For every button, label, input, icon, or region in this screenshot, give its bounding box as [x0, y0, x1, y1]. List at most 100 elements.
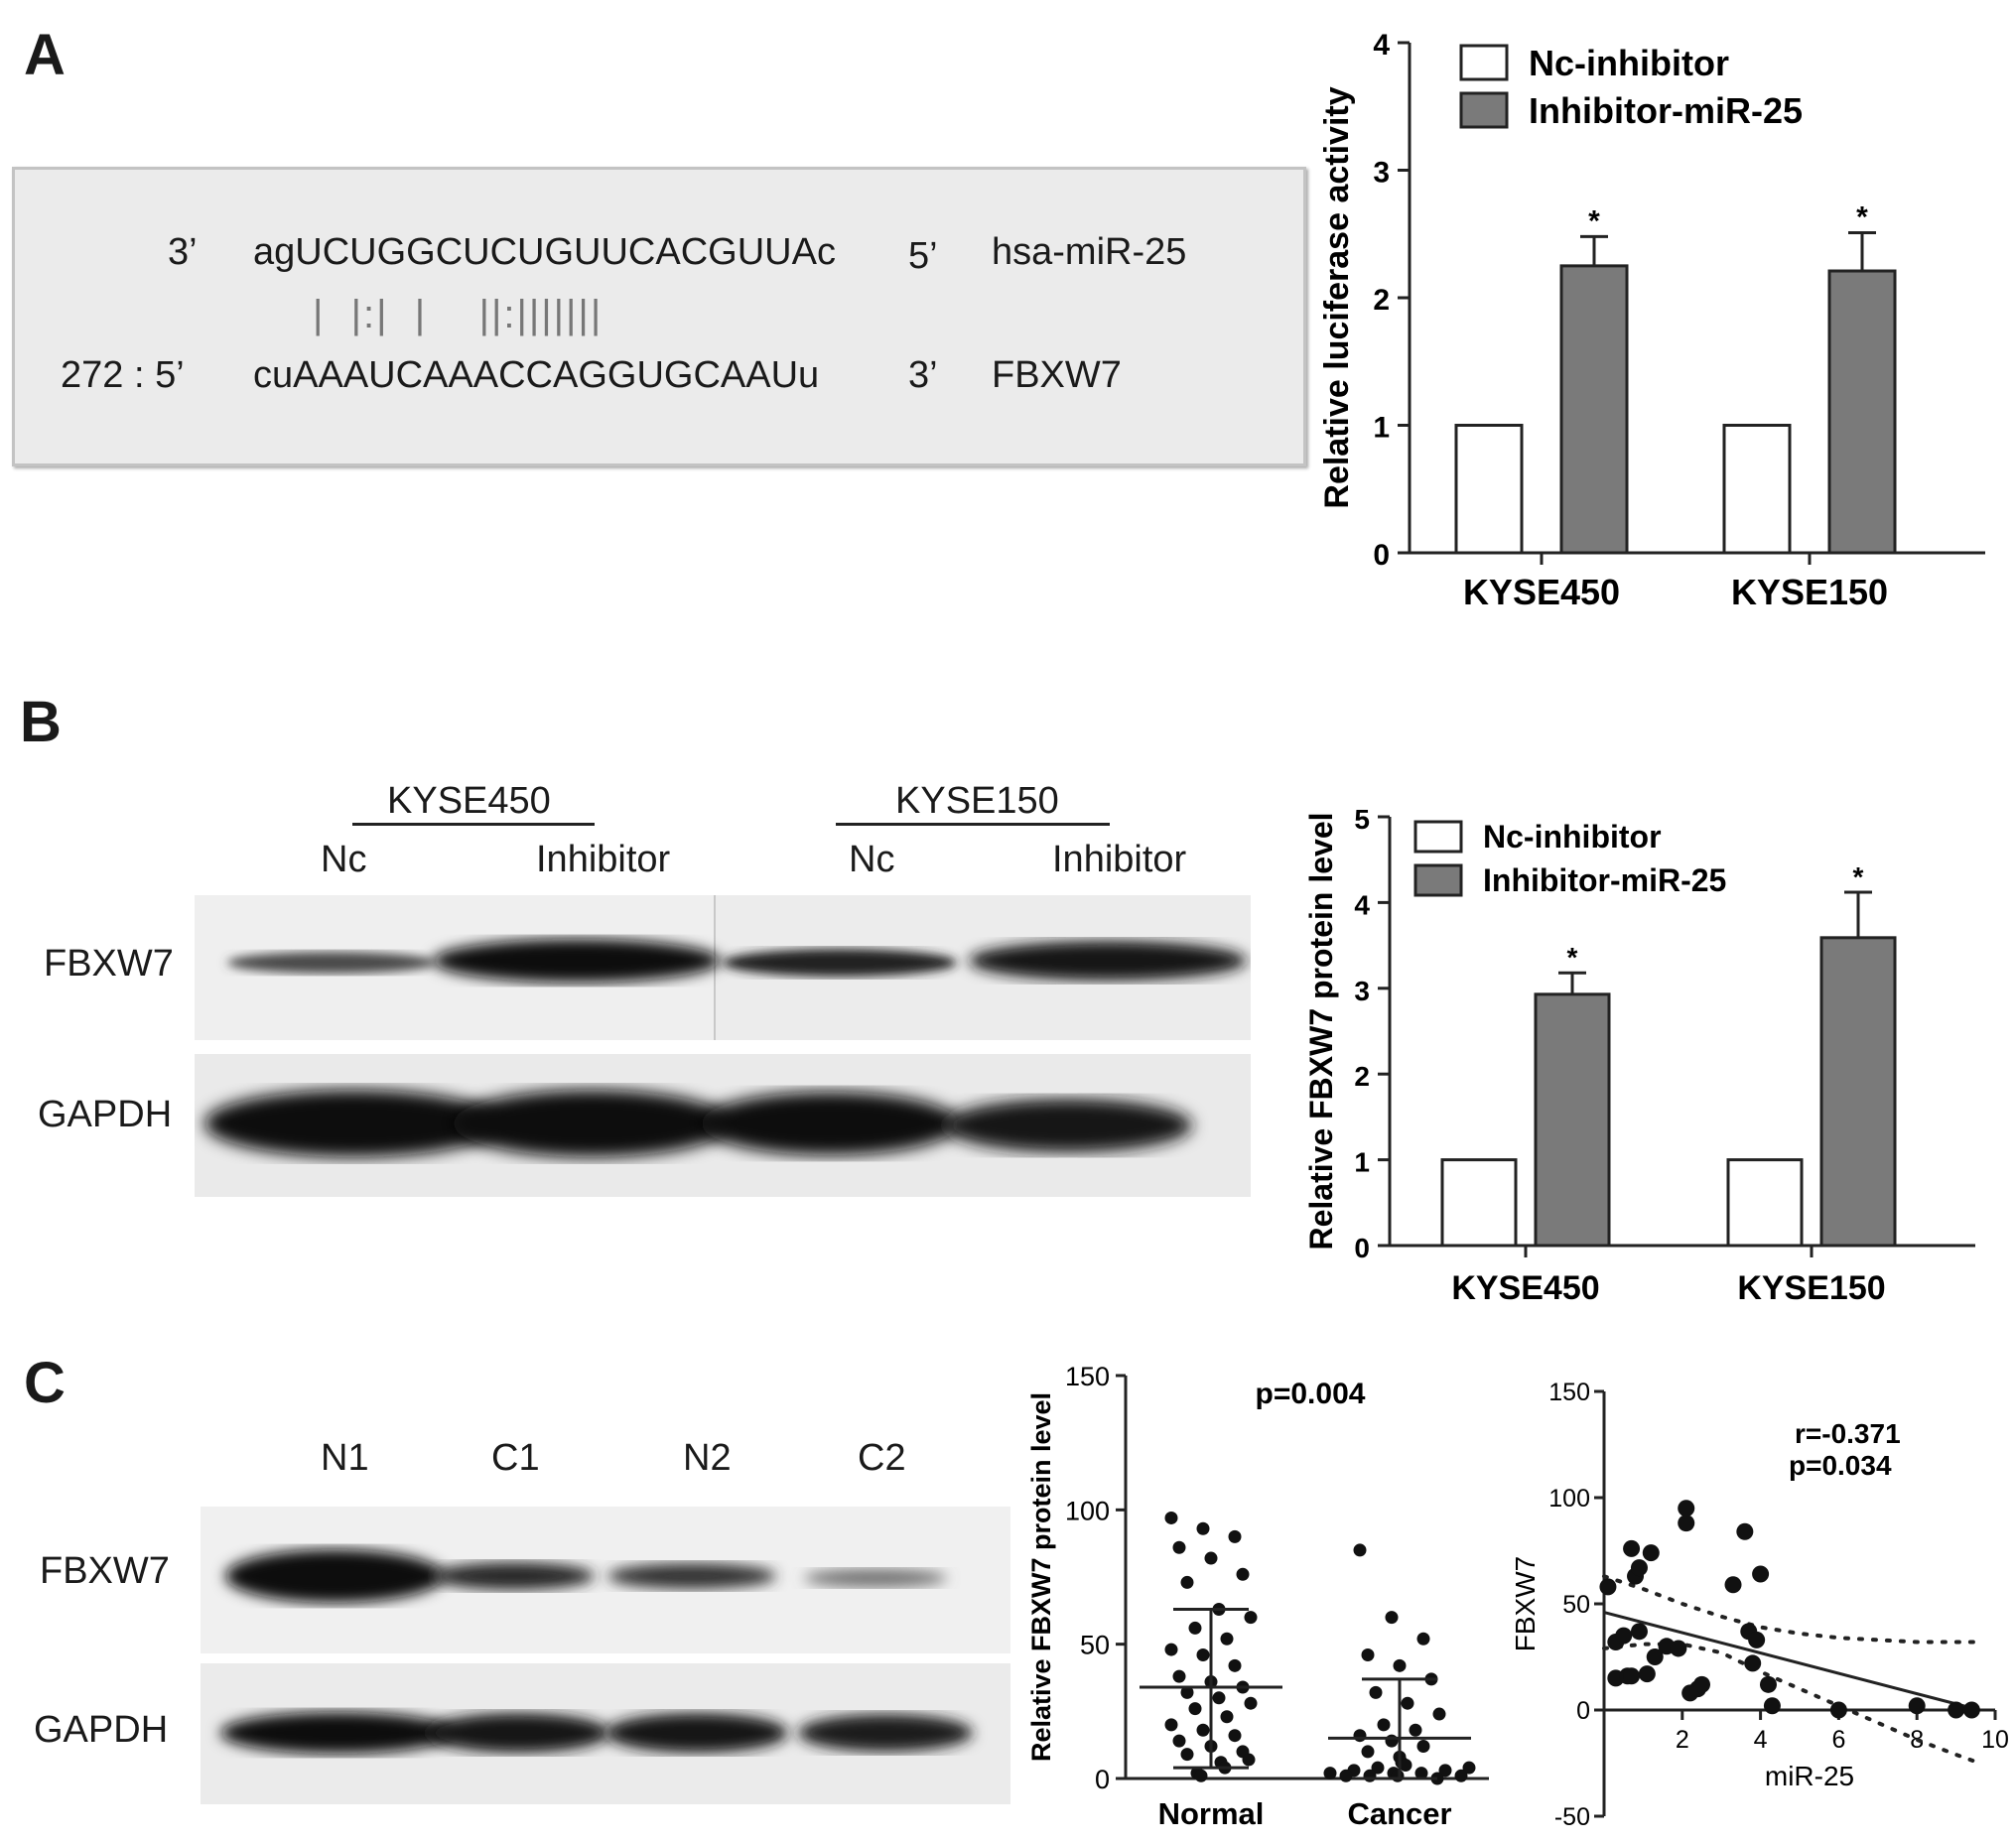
data-point-normal [1220, 1710, 1234, 1724]
data-point-cancer [1399, 1758, 1412, 1772]
y-tick-label: 50 [1562, 1591, 1590, 1619]
bar-inhibitor-mir-25 [1827, 269, 1897, 555]
x-category-label: Cancer [1347, 1796, 1451, 1831]
data-point [1752, 1565, 1770, 1583]
x-tick-label: 2 [1676, 1726, 1689, 1754]
mir-end-left: 3’ [168, 231, 198, 273]
panel-label-a: A [24, 23, 66, 87]
legend-swatch [1459, 91, 1509, 129]
blot-b-lane-2: Inhibitor [536, 839, 671, 880]
blot-b-group-kyse450: KYSE450 [387, 780, 551, 822]
significance-marker: * [1567, 942, 1578, 973]
target-sequence: cuAAAUCAAACCAGGUGCAAUu [253, 354, 820, 396]
blot-b-group-kyse150: KYSE150 [895, 780, 1059, 822]
data-point [1744, 1654, 1762, 1672]
data-point-normal [1242, 1753, 1256, 1767]
data-point [1630, 1559, 1648, 1577]
data-point-normal [1228, 1658, 1242, 1672]
bar-inhibitor-mir-25 [1559, 264, 1629, 555]
blot-c-row-fbxw7: FBXW7 [40, 1550, 170, 1592]
data-point [1908, 1697, 1926, 1715]
data-point-normal [1172, 1669, 1186, 1683]
data-point-cancer [1409, 1723, 1422, 1737]
data-point-cancer [1369, 1685, 1383, 1699]
legend-swatch [1413, 863, 1463, 897]
data-point [1948, 1701, 1965, 1719]
data-point-cancer [1414, 1767, 1428, 1780]
blot-b-group-underline-1 [352, 823, 595, 826]
data-point-normal [1212, 1691, 1226, 1705]
data-point [1829, 1701, 1847, 1719]
bar-inhibitor-mir-25 [1534, 992, 1611, 1248]
blot-b-gapdh [195, 1054, 1251, 1197]
bar-nc-inhibitor [1440, 1158, 1518, 1248]
legend-swatch [1413, 820, 1463, 854]
blot-b-group-underline-2 [836, 823, 1110, 826]
blot-c-lane-1: N1 [321, 1437, 369, 1479]
panel-label-c: C [24, 1351, 66, 1415]
confidence-band-lower [1602, 1642, 1982, 1766]
data-point-normal [1204, 1551, 1218, 1565]
y-tick-label: -50 [1554, 1803, 1590, 1831]
target-name: FBXW7 [992, 354, 1122, 396]
blot-b-lane-4: Inhibitor [1052, 839, 1187, 880]
mir-sequence: agUCUGGCUCUGUUCACGUUAc [253, 231, 836, 273]
blot-b-row-gapdh: GAPDH [38, 1094, 173, 1135]
y-tick-label: 1 [1354, 1147, 1370, 1178]
data-point-normal [1228, 1529, 1242, 1543]
data-point-cancer [1361, 1745, 1375, 1759]
y-tick-label: 0 [1354, 1233, 1370, 1263]
data-point [1642, 1544, 1660, 1562]
legend-swatch [1459, 44, 1509, 81]
data-point-normal [1236, 1567, 1250, 1581]
x-tick-label: 6 [1831, 1726, 1845, 1754]
blot-c-lane-2: C1 [491, 1437, 540, 1479]
data-point-cancer [1385, 1734, 1399, 1748]
y-tick-label: 0 [1576, 1697, 1590, 1725]
data-point-cancer [1432, 1707, 1446, 1721]
data-point-normal [1196, 1521, 1210, 1535]
data-point [1763, 1697, 1781, 1715]
data-point-normal [1244, 1611, 1258, 1625]
panel-label-b: B [20, 690, 62, 754]
data-point-cancer [1391, 1769, 1405, 1782]
y-tick-label: 5 [1354, 804, 1370, 835]
bar-nc-inhibitor [1722, 424, 1792, 555]
y-tick-label: 150 [1065, 1362, 1110, 1391]
bar-nc-inhibitor [1454, 424, 1524, 555]
data-point-normal [1196, 1647, 1210, 1661]
data-point-cancer [1339, 1769, 1353, 1782]
blot-b-lane-1: Nc [321, 839, 367, 880]
x-axis-title: miR-25 [1765, 1761, 1854, 1791]
data-point-cancer [1393, 1658, 1407, 1672]
data-point [1748, 1631, 1766, 1648]
x-tick-label: KYSE150 [1731, 572, 1888, 612]
y-tick-label: 4 [1373, 29, 1390, 62]
x-tick-label: 4 [1754, 1726, 1768, 1754]
y-axis-title: Relative FBXW7 protein level [1026, 1392, 1056, 1762]
chart-a-group: 0 1 2 3 4 KYSE450 * KYSE150 * Nc-inhibitor Inhibit… [1318, 29, 1985, 612]
y-tick-label: 4 [1354, 889, 1370, 920]
alignment-box: 3’ agUCUGGCUCUGUUCACGUUAc 5’ hsa-miR-25 … [12, 167, 1306, 466]
r-value-annotation: r=-0.371 [1795, 1418, 1901, 1449]
data-point-cancer [1416, 1740, 1430, 1754]
data-point-cancer [1361, 1647, 1375, 1661]
data-point [1678, 1500, 1695, 1517]
y-tick-label: 3 [1373, 157, 1390, 190]
y-tick-label: 100 [1065, 1496, 1110, 1525]
legend-label: Inhibitor-miR-25 [1483, 862, 1726, 898]
data-point-normal [1172, 1540, 1186, 1554]
data-point [1646, 1648, 1664, 1665]
pairing-bars: | |:| | ||:||||||| [313, 293, 604, 336]
regression-line [1603, 1611, 1980, 1712]
blot-b-lane-3: Nc [849, 839, 895, 880]
blot-b-row-fbxw7: FBXW7 [44, 943, 174, 985]
target-end-right: 3’ [908, 354, 938, 396]
fbxw7-dot-plot: 0 50 100 150 Relative FBXW7 protein level p=0… [1026, 1362, 1489, 1831]
bar-inhibitor-mir-25 [1819, 936, 1897, 1248]
data-point [1670, 1640, 1687, 1657]
data-point-normal [1244, 1696, 1258, 1710]
blot-b-fbxw7 [195, 895, 1251, 1040]
